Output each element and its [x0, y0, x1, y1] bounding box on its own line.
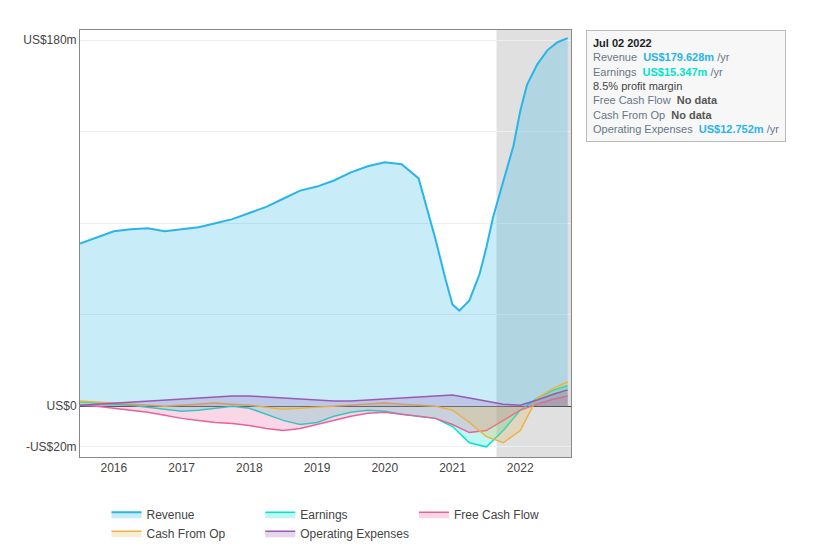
svg-text:2020: 2020: [371, 461, 398, 475]
svg-text:2022: 2022: [507, 461, 534, 475]
svg-text:US$180m: US$180m: [23, 33, 76, 47]
svg-text:Cash From Op: Cash From Op: [147, 527, 226, 541]
svg-text:Earnings: Earnings: [300, 508, 347, 522]
svg-text:Operating Expenses: Operating Expenses: [300, 527, 409, 541]
svg-text:Revenue: Revenue: [147, 508, 195, 522]
svg-text:-US$20m: -US$20m: [26, 440, 77, 454]
svg-text:2021: 2021: [439, 461, 466, 475]
svg-text:Jul 02 2022Revenue US$179.628: Jul 02 2022Revenue US$179.628m /yrEarnin…: [593, 37, 779, 135]
svg-text:2019: 2019: [304, 461, 331, 475]
svg-text:Free Cash Flow: Free Cash Flow: [454, 508, 539, 522]
svg-text:2018: 2018: [236, 461, 263, 475]
svg-text:2017: 2017: [168, 461, 195, 475]
svg-text:2016: 2016: [101, 461, 128, 475]
svg-text:US$0: US$0: [47, 399, 77, 413]
